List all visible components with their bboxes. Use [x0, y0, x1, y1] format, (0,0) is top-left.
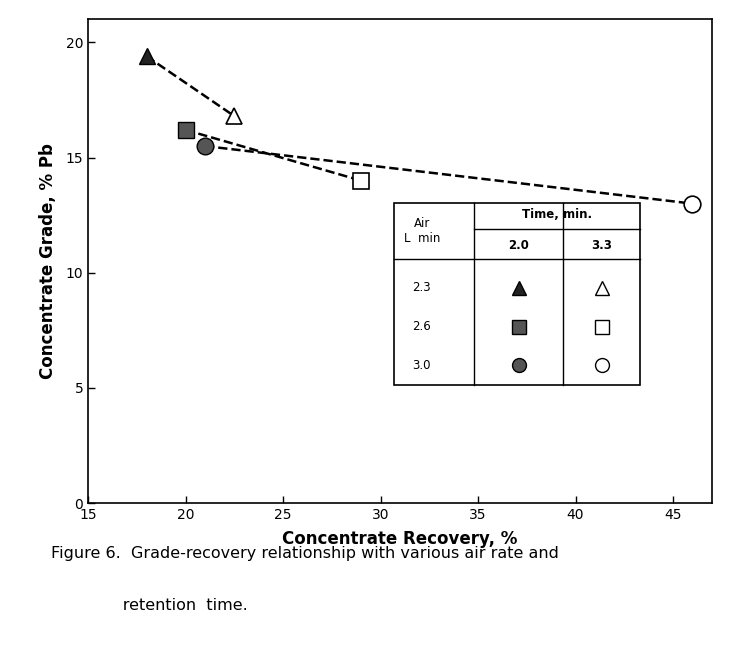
Text: 2.6: 2.6: [413, 320, 432, 333]
Text: 3.3: 3.3: [592, 239, 612, 252]
Text: 2.3: 2.3: [413, 281, 431, 294]
Text: 3.0: 3.0: [413, 359, 431, 372]
Y-axis label: Concentrate Grade, % Pb: Concentrate Grade, % Pb: [39, 143, 57, 379]
Text: Time, min.: Time, min.: [522, 208, 592, 221]
Text: 2.0: 2.0: [508, 239, 529, 252]
Text: Air
L  min: Air L min: [404, 217, 440, 245]
Text: Figure 6.  Grade-recovery relationship with various air rate and: Figure 6. Grade-recovery relationship wi…: [51, 546, 559, 561]
X-axis label: Concentrate Recovery, %: Concentrate Recovery, %: [283, 530, 517, 548]
Bar: [393, 203, 640, 384]
Text: retention  time.: retention time.: [51, 598, 248, 613]
